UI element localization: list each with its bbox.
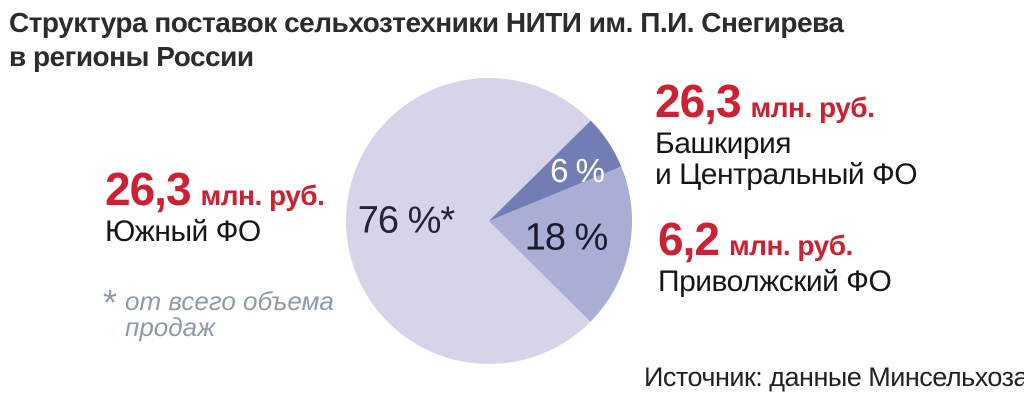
pie-percent-label-18: 18 % bbox=[524, 216, 609, 259]
value-amount: 26,3 bbox=[655, 75, 742, 127]
callout-yuzhny-fo: 26,3 млн. руб. Южный ФО bbox=[105, 163, 325, 248]
footnote-line2: продаж bbox=[125, 312, 215, 342]
region-name: Приволжский ФО bbox=[658, 265, 892, 298]
callout-privolzhsky-value-line: 6,2 млн. руб. bbox=[658, 216, 891, 262]
callout-bashkiria-value-line: 26,3 млн. руб. bbox=[655, 78, 917, 124]
value-unit: млн. руб. bbox=[728, 230, 853, 261]
callout-bashkiria-central-fo: 26,3 млн. руб. Башкирия и Центральный ФО bbox=[655, 78, 918, 191]
footnote: * от всего объема продаж bbox=[103, 282, 334, 341]
value-unit: млн. руб. bbox=[200, 180, 325, 211]
footnote-line1: от всего объема bbox=[125, 286, 334, 316]
pie-percent-label-76: 76 %* bbox=[357, 199, 455, 242]
pie-percent-label-6: 6 % bbox=[550, 152, 605, 189]
region-name-line1: Башкирия bbox=[655, 127, 792, 160]
value-amount: 26,3 bbox=[105, 163, 192, 215]
chart-title-line1: Структура поставок сельхозтехники НИТИ и… bbox=[9, 7, 844, 38]
callout-yuzhny-fo-value-line: 26,3 млн. руб. bbox=[105, 163, 325, 215]
chart-title: Структура поставок сельхозтехники НИТИ и… bbox=[9, 6, 989, 74]
asterisk-mark: * bbox=[103, 282, 118, 323]
value-amount: 6,2 bbox=[658, 213, 720, 265]
region-name: Южный ФО bbox=[105, 215, 261, 248]
footnote-text: от всего объема продаж bbox=[125, 288, 334, 340]
pie-slice-privolzhsky-fo bbox=[489, 166, 632, 322]
region-name-line2: и Центральный ФО bbox=[655, 158, 918, 191]
callout-privolzhsky-fo: 6,2 млн. руб. Приволжский ФО bbox=[658, 216, 892, 298]
chart-title-line2: в регионы России bbox=[9, 41, 254, 72]
pie-slice-bashkiria-central-fo bbox=[489, 120, 622, 221]
source-attribution: Источник: данные Минсельхоза bbox=[644, 362, 1024, 392]
pie-chart bbox=[346, 78, 632, 364]
value-unit: млн. руб. bbox=[750, 92, 875, 123]
